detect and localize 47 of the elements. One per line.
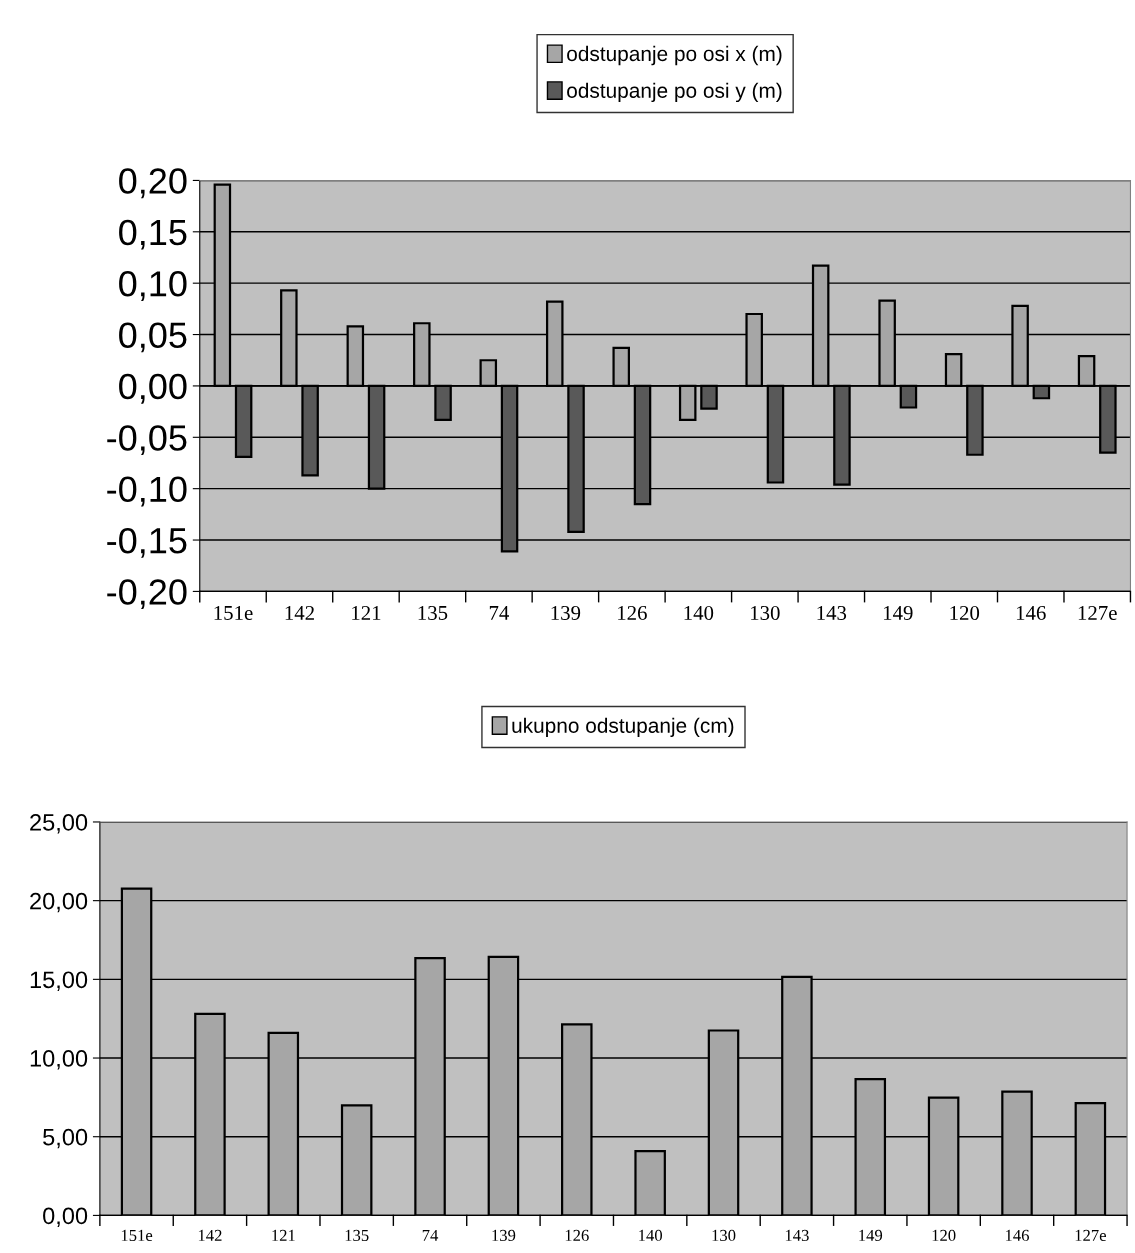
x-tick-label: 126 xyxy=(618,605,647,620)
x-tick-label: 135 xyxy=(418,605,448,620)
x-tick-label: 74 xyxy=(422,1229,439,1241)
bar xyxy=(634,1150,666,1216)
y-tick-label: 10,00 xyxy=(30,1050,88,1070)
y-tick-label: -0,10 xyxy=(107,476,187,507)
legend-label: odstupanje po osi y (m) xyxy=(567,82,782,103)
y-tick-label: 5,00 xyxy=(43,1128,88,1149)
y-tick-label: -0,15 xyxy=(107,527,187,558)
y-tick-label: -0,05 xyxy=(107,425,187,455)
y-tick-label: 0,10 xyxy=(119,271,187,301)
x-tick-label: 151e xyxy=(214,606,253,620)
x-tick-label: 121 xyxy=(272,1229,295,1241)
y-tick-label: 0,00 xyxy=(43,1207,88,1227)
x-tick-label: 146 xyxy=(1005,1229,1029,1242)
x-tick-label: 140 xyxy=(639,1229,663,1242)
x-tick-label: 139 xyxy=(492,1229,516,1242)
y-tick-label: 15,00 xyxy=(30,971,88,991)
y-tick-label: -0,20 xyxy=(107,579,187,610)
x-tick-label: 140 xyxy=(684,605,714,620)
y-tick-label: 20,00 xyxy=(30,892,88,913)
x-tick-label: 127e xyxy=(1075,1229,1106,1242)
y-tick-label: 0,20 xyxy=(119,168,187,199)
x-tick-label: 74 xyxy=(489,606,509,620)
x-tick-label: 142 xyxy=(285,605,314,620)
x-tick-label: 130 xyxy=(751,605,780,620)
x-tick-label: 121 xyxy=(352,605,381,620)
y-tick-label: 0,05 xyxy=(119,322,187,353)
y-tick-label: 25,00 xyxy=(30,814,88,834)
y-tick-label: 0,15 xyxy=(119,219,187,250)
x-tick-label: 142 xyxy=(198,1229,222,1241)
y-tick-label: 0,00 xyxy=(119,373,187,404)
x-tick-label: 126 xyxy=(565,1229,589,1242)
legend-label: ukupno odstupanje (cm) xyxy=(512,717,734,738)
x-tick-label: 151e xyxy=(121,1229,153,1242)
x-tick-label: 120 xyxy=(950,605,980,620)
x-tick-label: 139 xyxy=(551,605,581,620)
x-tick-label: 143 xyxy=(817,605,847,620)
x-tick-label: 146 xyxy=(1016,605,1046,620)
x-tick-label: 143 xyxy=(785,1229,809,1242)
x-tick-label: 130 xyxy=(712,1229,736,1242)
x-tick-label: 135 xyxy=(345,1229,369,1242)
legend-label: odstupanje po osi x (m) xyxy=(567,45,782,66)
x-tick-label: 120 xyxy=(932,1229,956,1242)
x-tick-label: 127e xyxy=(1078,605,1117,620)
x-tick-label: 149 xyxy=(883,605,913,620)
x-tick-label: 149 xyxy=(859,1229,883,1242)
